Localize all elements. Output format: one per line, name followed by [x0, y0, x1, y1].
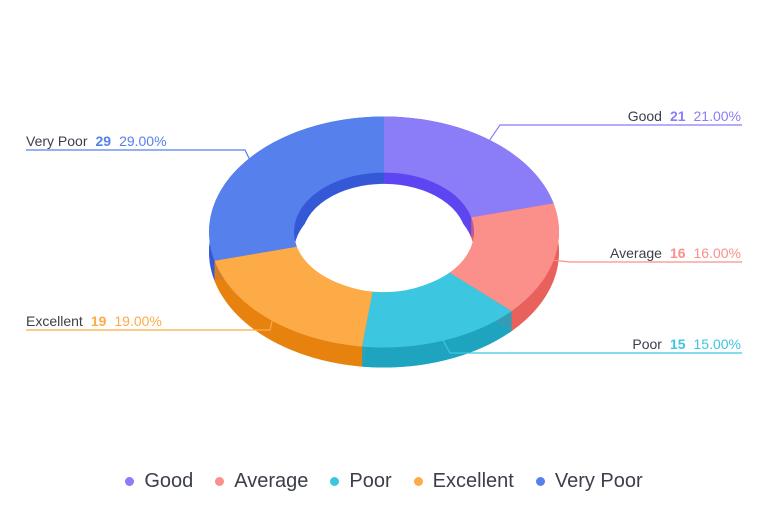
data-label-value-very-poor: 29: [95, 133, 111, 149]
legend-marker-average: [215, 477, 225, 486]
leader-line-poor: [440, 335, 742, 354]
data-label-percent-average: 16.00%: [694, 245, 741, 261]
leader-line-good: [485, 124, 742, 146]
legend-label-very-poor: Very Poor: [554, 470, 643, 492]
leader-lines: [26, 124, 742, 354]
slice-outer-wall-poor: [362, 311, 512, 368]
legend-item-average[interactable]: Average: [215, 470, 308, 493]
legend-item-excellent[interactable]: Excellent: [413, 470, 514, 493]
data-labels: Good 21 21.00% Average 16 16.00% Poor 15 15.00% E…: [26, 108, 741, 352]
data-label-name-good: Good: [628, 108, 662, 124]
slice-average: [449, 203, 559, 332]
chart-legend: Good Average Poor Excellent Very Poor: [0, 470, 768, 493]
slice-top-good: [384, 116, 554, 218]
data-label-poor: Poor 15 15.00%: [632, 336, 741, 352]
data-label-excellent: Excellent 19 19.00%: [26, 313, 162, 329]
data-label-good: Good 21 21.00%: [628, 108, 741, 124]
leader-line-excellent: [26, 314, 275, 331]
legend-marker-good: [125, 477, 135, 486]
leader-line-average: [545, 258, 742, 263]
slice-top-very-poor: [209, 116, 384, 261]
slice-excellent: [214, 246, 373, 367]
data-label-percent-very-poor: 29.00%: [119, 133, 166, 149]
legend-marker-excellent: [413, 477, 423, 486]
slice-outer-wall-excellent: [214, 260, 363, 367]
legend-marker-very-poor: [535, 477, 545, 486]
slice-poor: [362, 272, 512, 368]
leader-line-very-poor: [26, 149, 253, 165]
data-label-name-excellent: Excellent: [26, 313, 83, 329]
data-label-value-poor: 15: [670, 336, 686, 352]
donut-hole: [302, 183, 466, 293]
slice-top-average: [449, 203, 559, 312]
legend-item-very-poor[interactable]: Very Poor: [535, 470, 643, 493]
slice-very-poor: [209, 116, 384, 281]
slice-top-excellent: [214, 246, 373, 347]
legend-marker-poor: [330, 477, 340, 486]
data-label-percent-excellent: 19.00%: [114, 313, 161, 329]
data-label-name-very-poor: Very Poor: [26, 133, 88, 149]
legend-item-poor[interactable]: Poor: [330, 470, 392, 493]
data-label-name-poor: Poor: [632, 336, 662, 352]
slice-inner-wall-very-poor: [294, 172, 384, 267]
legend-label-poor: Poor: [349, 470, 392, 492]
data-label-percent-poor: 15.00%: [694, 336, 741, 352]
data-label-percent-good: 21.00%: [694, 108, 741, 124]
slice-top-poor: [362, 272, 512, 348]
data-label-value-excellent: 19: [91, 313, 107, 329]
data-label-name-average: Average: [610, 245, 662, 261]
legend-label-good: Good: [144, 470, 194, 492]
donut-slices: [209, 116, 559, 368]
data-label-value-average: 16: [670, 245, 686, 261]
legend-label-excellent: Excellent: [432, 470, 514, 492]
legend-label-average: Average: [234, 470, 309, 492]
legend-item-good[interactable]: Good: [125, 470, 193, 493]
data-label-average: Average 16 16.00%: [610, 245, 741, 261]
data-label-very-poor: Very Poor 29 29.00%: [26, 133, 167, 149]
data-label-value-good: 21: [670, 108, 686, 124]
